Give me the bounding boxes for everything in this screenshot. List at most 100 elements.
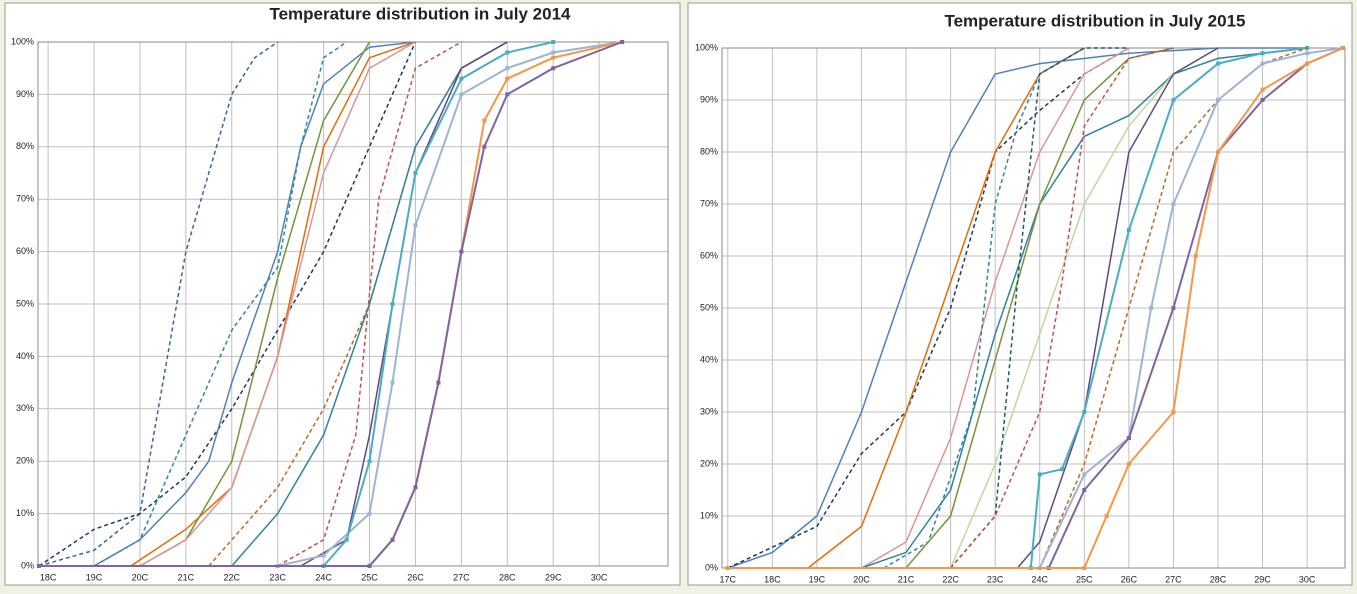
x-tick-label: 25C — [361, 572, 378, 582]
data-point — [1305, 51, 1310, 56]
series-line — [322, 41, 554, 567]
y-tick-label: 100% — [11, 36, 34, 46]
data-point — [1082, 410, 1087, 414]
data-point — [1037, 472, 1042, 477]
series-line — [861, 47, 1130, 569]
x-tick-label: 27C — [1165, 574, 1182, 584]
data-point — [1215, 150, 1220, 154]
x-tick-label: 27C — [453, 572, 470, 582]
data-point — [436, 380, 441, 385]
y-tick-label: 0% — [705, 562, 718, 572]
data-point — [390, 380, 395, 385]
series-line — [277, 41, 462, 567]
x-tick-label: 22C — [942, 574, 959, 584]
data-point — [1082, 488, 1087, 492]
data-point — [1215, 98, 1220, 102]
data-point — [551, 40, 556, 44]
data-point — [321, 553, 326, 558]
x-tick-label: 29C — [545, 572, 562, 582]
data-point — [413, 171, 418, 175]
data-point — [1171, 306, 1176, 310]
data-point — [1171, 202, 1176, 206]
series-line — [38, 41, 623, 567]
x-tick-label: 30C — [591, 572, 608, 582]
panel — [687, 2, 1353, 586]
series-line — [1016, 47, 1219, 569]
data-point — [1082, 566, 1087, 570]
panel — [4, 2, 681, 586]
data-point — [1126, 462, 1131, 466]
x-tick-label: 19C — [809, 574, 826, 584]
y-tick-label: 20% — [16, 456, 34, 466]
data-point — [413, 223, 418, 228]
data-point — [367, 459, 372, 464]
data-point — [725, 566, 730, 570]
x-tick-label: 18C — [40, 572, 57, 582]
x-tick-label: 24C — [1031, 574, 1048, 584]
x-tick-label: 21C — [898, 574, 915, 584]
data-point — [1260, 61, 1265, 66]
data-point — [1260, 51, 1265, 56]
data-point — [505, 50, 510, 55]
y-tick-label: 70% — [700, 198, 718, 208]
data-point — [459, 92, 464, 97]
series-line — [93, 41, 348, 567]
x-tick-label: 26C — [1121, 574, 1138, 584]
data-point — [1215, 61, 1220, 66]
y-tick-label: 40% — [700, 354, 718, 364]
data-point — [1082, 472, 1087, 477]
data-point — [1193, 254, 1198, 258]
data-point — [1126, 228, 1131, 232]
data-point — [1171, 410, 1176, 414]
x-tick-label: 18C — [764, 574, 781, 584]
series-line — [38, 41, 417, 567]
data-point — [413, 485, 418, 490]
x-tick-label: 28C — [499, 572, 516, 582]
data-point — [620, 40, 625, 44]
chart-title: Temperature distribution in July 2015 — [944, 11, 1245, 30]
data-point — [390, 302, 395, 306]
x-tick-label: 28C — [1210, 574, 1227, 584]
data-point — [1060, 467, 1065, 472]
x-tick-label: 29C — [1254, 574, 1271, 584]
y-tick-label: 80% — [16, 141, 34, 151]
chart-title: Temperature distribution in July 2014 — [269, 4, 571, 23]
y-tick-label: 30% — [700, 406, 718, 416]
y-tick-label: 70% — [16, 194, 34, 204]
y-tick-label: 50% — [16, 298, 34, 308]
y-tick-label: 20% — [700, 458, 718, 468]
data-point — [1340, 46, 1345, 50]
y-tick-label: 50% — [700, 302, 718, 312]
y-tick-label: 90% — [700, 94, 718, 104]
data-point — [505, 92, 510, 97]
y-tick-label: 90% — [16, 89, 34, 99]
series-line — [727, 47, 1343, 569]
y-tick-label: 10% — [16, 508, 34, 518]
data-point — [482, 144, 487, 149]
data-point — [1126, 436, 1131, 440]
data-point — [482, 118, 487, 123]
data-point — [390, 537, 395, 542]
data-point — [1149, 306, 1154, 310]
x-tick-label: 26C — [407, 572, 424, 582]
y-tick-label: 100% — [695, 42, 718, 52]
x-tick-label: 24C — [315, 572, 332, 582]
data-point — [1305, 61, 1310, 66]
y-tick-label: 0% — [21, 560, 34, 570]
data-point — [551, 55, 556, 60]
series-line — [905, 47, 1174, 569]
data-point — [367, 511, 372, 516]
x-tick-label: 20C — [853, 574, 870, 584]
x-tick-label: 30C — [1299, 574, 1316, 584]
y-tick-label: 80% — [700, 146, 718, 156]
series-line — [727, 47, 1344, 569]
data-point — [36, 564, 41, 568]
series-line — [727, 47, 1130, 569]
series-line — [727, 47, 1308, 569]
x-tick-label: 17C — [720, 574, 737, 584]
series-line — [38, 41, 279, 567]
x-tick-label: 21C — [178, 572, 195, 582]
data-point — [459, 76, 464, 81]
y-tick-label: 60% — [16, 246, 34, 256]
